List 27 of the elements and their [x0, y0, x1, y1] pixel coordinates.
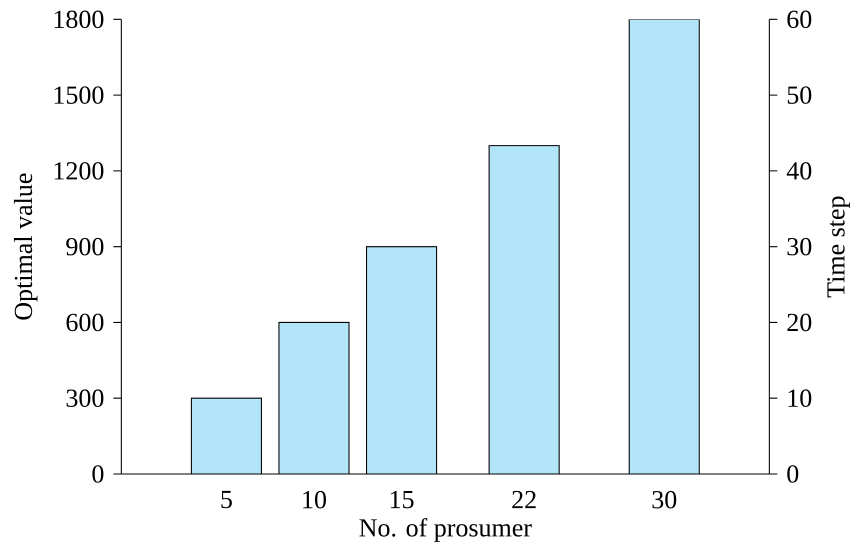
- y-axis-title: Optimal value: [14, 174, 38, 320]
- bar: [489, 146, 560, 474]
- y2-axis-title: Time step: [827, 196, 850, 298]
- y2-tick-label: 40: [786, 162, 812, 180]
- x-tick-label: 5: [221, 490, 232, 508]
- x-tick-label: 22: [512, 490, 536, 508]
- x-tick-label: 10: [303, 490, 326, 508]
- y-tick-label: 600: [66, 314, 104, 332]
- y-tick-label: 1500: [54, 86, 104, 104]
- y-tick-label: 300: [66, 389, 104, 407]
- bar: [628, 19, 700, 474]
- y2-tick-label: 30: [788, 238, 812, 256]
- x-axis-title: No. of prosumer: [359, 518, 532, 542]
- y2-tick-label: 0: [787, 465, 798, 483]
- bar: [278, 322, 350, 474]
- bar: [366, 246, 437, 474]
- x-tick-label: 30: [652, 490, 676, 508]
- y-tick-label: 1200: [54, 162, 104, 180]
- bar: [191, 398, 262, 474]
- y2-tick-label: 60: [787, 10, 812, 28]
- y-tick-label: 900: [66, 238, 104, 256]
- y2-tick-label: 50: [788, 86, 812, 104]
- y2-tick-label: 20: [787, 314, 812, 332]
- y2-tick-label: 10: [788, 389, 812, 407]
- y-tick-label: 1800: [54, 10, 104, 28]
- x-tick-label: 15: [390, 490, 414, 508]
- y-tick-label: 0: [92, 465, 104, 483]
